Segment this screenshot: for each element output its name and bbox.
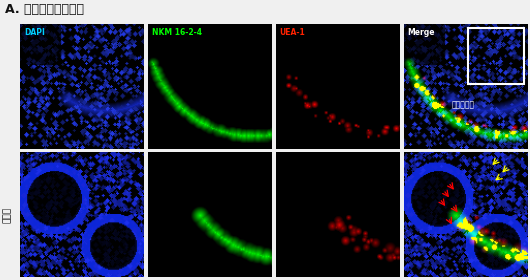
Text: UEA-1: UEA-1 — [279, 27, 305, 37]
Text: Merge: Merge — [408, 27, 435, 37]
Bar — [468, 27, 524, 84]
Text: パイエル板: パイエル板 — [452, 101, 475, 109]
Text: 拡大図: 拡大図 — [3, 207, 12, 223]
Text: A. 免疫組織学的解析: A. 免疫組織学的解析 — [5, 3, 84, 16]
Text: NKM 16-2-4: NKM 16-2-4 — [152, 27, 202, 37]
Text: DAPI: DAPI — [24, 27, 45, 37]
